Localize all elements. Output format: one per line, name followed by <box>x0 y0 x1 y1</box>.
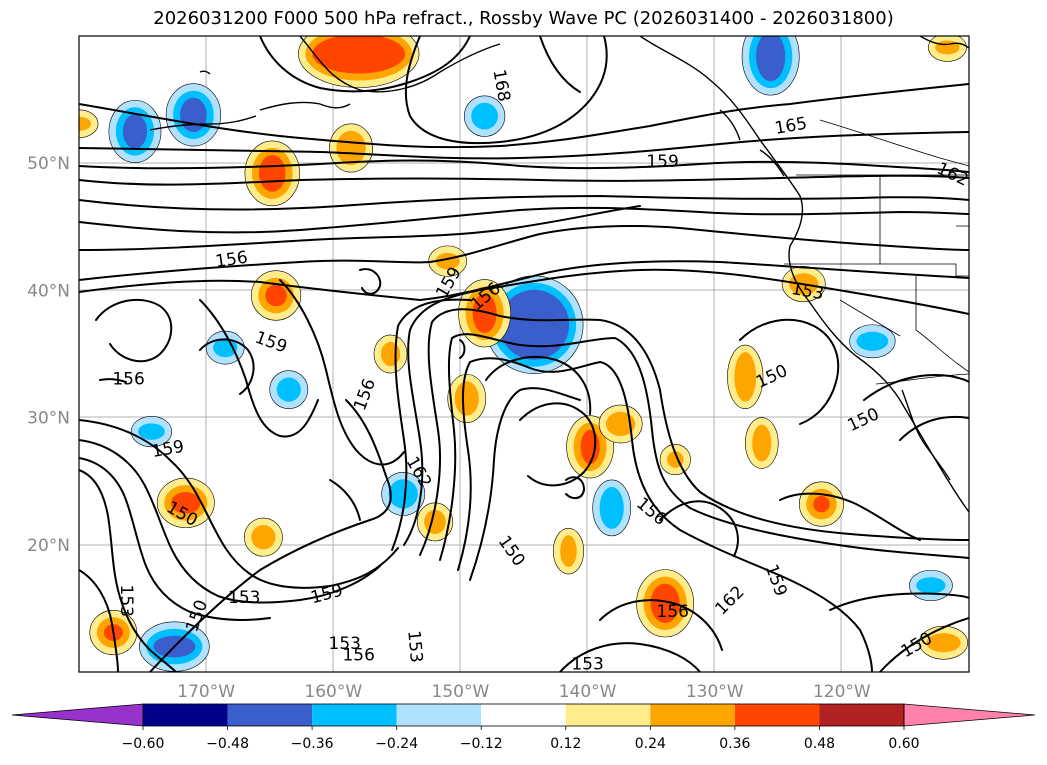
contour-label: 156 <box>657 602 689 622</box>
anomaly-blob <box>381 472 426 516</box>
colorbar-segment <box>312 704 397 726</box>
colorbar-segment <box>734 704 820 726</box>
anomaly-blob <box>552 527 585 575</box>
anomaly-blob <box>463 95 506 137</box>
latitude-label: 20°N <box>27 536 70 556</box>
map-frame <box>78 35 970 673</box>
latitude-label: 50°N <box>27 154 70 174</box>
longitude-label: 140°W <box>559 682 617 702</box>
contour-lines <box>79 36 969 672</box>
anomaly-blob <box>329 123 374 173</box>
anomaly-blob <box>458 279 511 348</box>
colorbar-tick-label: −0.36 <box>291 736 334 752</box>
colorbar-segment <box>396 704 482 726</box>
anomaly-blob <box>269 370 309 409</box>
anomaly-blob <box>849 324 896 359</box>
colorbar-tick-label: 0.12 <box>550 736 581 752</box>
anomaly-blob <box>108 99 162 163</box>
coastlines <box>149 36 969 513</box>
anomaly-blob <box>156 477 215 528</box>
anomaly-blob <box>598 404 643 444</box>
latitude-labels: 50°N 40°N 30°N 20°N <box>27 154 70 556</box>
anomaly-blob <box>592 479 632 537</box>
colorbar-tick-label: −0.60 <box>122 736 165 752</box>
anomaly-blob <box>928 36 967 62</box>
contour-label: 159 <box>646 152 678 172</box>
contour-label: 153 <box>116 585 136 617</box>
anomaly-blob <box>298 36 420 88</box>
anomaly-blob <box>636 569 695 638</box>
colorbar-segment <box>227 704 313 726</box>
anomaly-blob <box>373 334 408 374</box>
anomaly-blob <box>798 481 845 527</box>
colorbar-tick-label: 0.24 <box>635 736 666 752</box>
contour-label: 153 <box>403 630 426 664</box>
political-borders <box>784 119 969 385</box>
anomaly-blob <box>741 36 800 96</box>
longitude-label: 120°W <box>813 682 871 702</box>
longitude-labels: 170°W 160°W 150°W 140°W 130°W 120°W <box>177 682 871 702</box>
anomaly-blob <box>244 140 300 207</box>
anomaly-blob <box>727 344 764 409</box>
anomaly-blob <box>243 517 283 557</box>
latitude-label: 40°N <box>27 281 70 301</box>
colorbar-frame <box>142 703 905 727</box>
contour-label: 153 <box>228 588 260 608</box>
colorbar-tick-label: 0.60 <box>888 736 919 752</box>
colorbar-tick-label: 0.36 <box>719 736 750 752</box>
anomaly-blob <box>447 374 487 423</box>
longitude-label: 150°W <box>432 682 490 702</box>
contour-label: 156 <box>214 248 249 272</box>
colorbar-segment <box>143 704 228 726</box>
colorbar-tick-label: 0.48 <box>804 736 835 752</box>
colorbar-extend-min <box>11 703 144 727</box>
colorbar-segment <box>481 704 566 726</box>
anomaly-blob <box>165 83 222 147</box>
contour-label: 153 <box>329 634 361 654</box>
colorbar: −0.60 −0.48 −0.36 −0.24 −0.12 0.12 0.24 0.36 0.4… <box>11 703 1036 752</box>
anomaly-blob <box>79 109 99 139</box>
contour-label: 153 <box>571 654 603 674</box>
contour-label: 156 <box>342 645 374 665</box>
colorbar-extend-max <box>903 703 1036 727</box>
latitude-label: 30°N <box>27 409 70 429</box>
anomaly-blob <box>484 275 584 374</box>
anomaly-blob <box>908 569 953 602</box>
colorbar-segment <box>650 704 735 726</box>
map-title: 2026031200 F000 500 hPa refract., Rossby… <box>153 8 894 29</box>
contour-label: 156 <box>112 369 144 389</box>
anomaly-blob <box>744 417 779 469</box>
anomaly-blob <box>659 444 691 476</box>
anomaly-blob <box>919 625 969 660</box>
longitude-label: 170°W <box>177 682 235 702</box>
longitude-label: 130°W <box>686 682 744 702</box>
colorbar-tick-label: −0.48 <box>206 736 249 752</box>
colorbar-tick-label: −0.12 <box>460 736 503 752</box>
longitude-label: 160°W <box>304 682 362 702</box>
colorbar-tick-label: −0.24 <box>375 736 418 752</box>
colorbar-segment <box>565 704 651 726</box>
colorbar-segment <box>819 704 904 726</box>
